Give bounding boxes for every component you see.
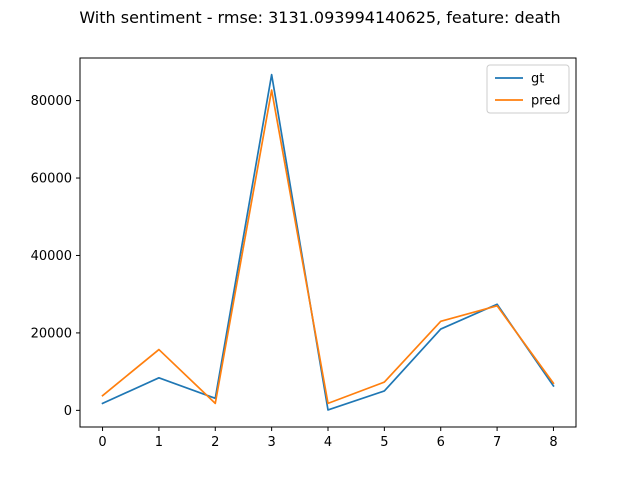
y-tick-label: 40000 xyxy=(31,249,72,264)
legend-label-pred: pred xyxy=(531,94,561,109)
y-axis: 0 20000 40000 60000 80000 xyxy=(31,94,80,419)
x-tick-label: 5 xyxy=(380,435,388,450)
x-tick-label: 2 xyxy=(211,435,219,450)
x-tick-label: 4 xyxy=(324,435,332,450)
x-tick-label: 7 xyxy=(493,435,501,450)
series-layer xyxy=(101,73,555,411)
y-tick-label: 80000 xyxy=(31,94,72,109)
x-tick-label: 8 xyxy=(549,435,557,450)
x-tick-label: 6 xyxy=(437,435,445,450)
y-tick-label: 60000 xyxy=(31,172,72,187)
x-tick-label: 1 xyxy=(155,435,163,450)
legend-box xyxy=(486,64,570,114)
x-tick-label: 3 xyxy=(267,435,275,450)
chart-title: With sentiment - rmse: 3131.093994140625… xyxy=(79,8,560,27)
legend-label-gt: gt xyxy=(531,72,544,87)
x-axis: 0 1 2 3 4 5 6 7 8 xyxy=(98,427,558,450)
series-line-pred xyxy=(101,89,555,405)
y-tick-label: 0 xyxy=(64,404,72,419)
y-tick-label: 20000 xyxy=(31,326,72,341)
legend: gt pred xyxy=(486,64,570,114)
x-tick-label: 0 xyxy=(98,435,106,450)
